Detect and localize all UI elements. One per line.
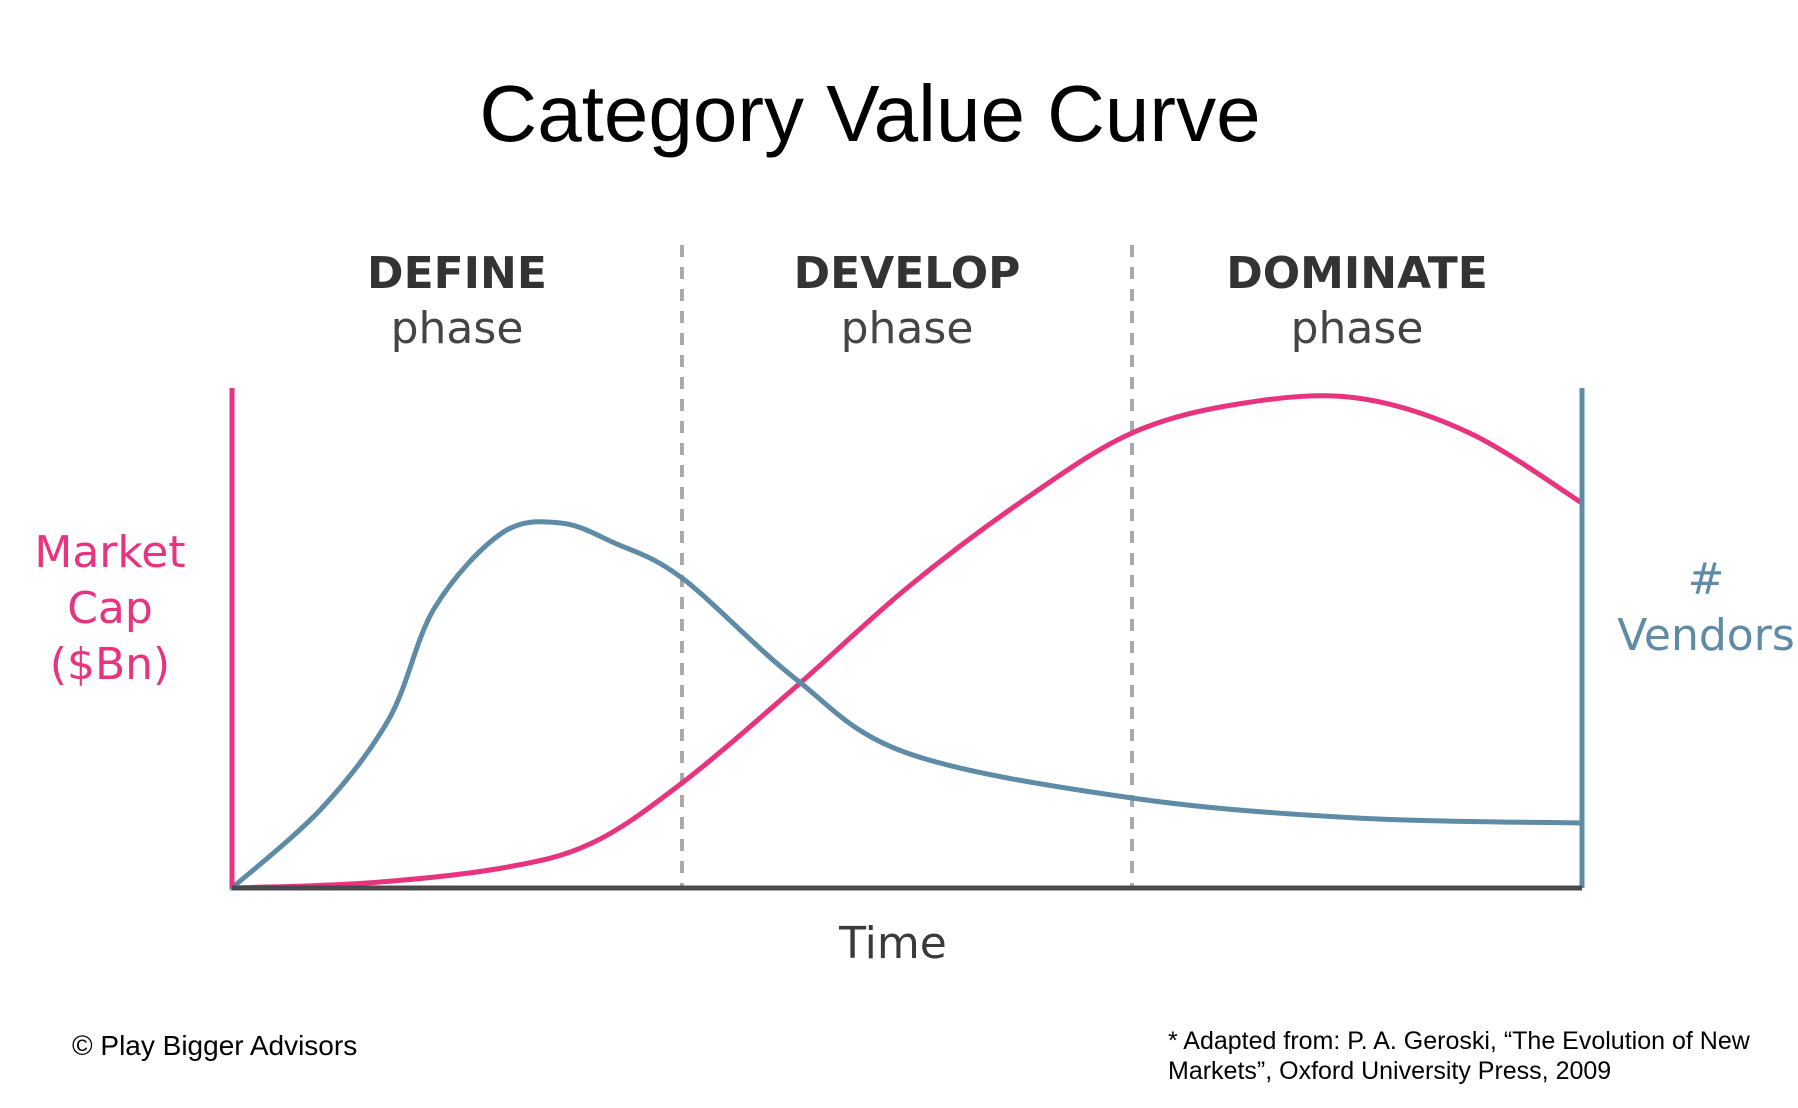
- vendors-series-line: [229, 519, 1585, 891]
- y-axis-label-right-line: #: [1688, 554, 1725, 605]
- y-axis-label-right-line: Vendors: [1617, 610, 1795, 661]
- phase-sublabel: phase: [1291, 303, 1424, 354]
- y-axis-label-right: #Vendors: [1617, 554, 1795, 661]
- phase-label-develop: DEVELOP: [794, 248, 1021, 299]
- series-group: [229, 393, 1585, 891]
- phase-sublabel: phase: [391, 303, 524, 354]
- source-citation: * Adapted from: P. A. Geroski, “The Evol…: [1168, 1027, 1750, 1085]
- chart-title: Category Value Curve: [479, 69, 1261, 158]
- x-axis-label: Time: [838, 918, 947, 969]
- market-cap-series-line: [229, 393, 1585, 891]
- phase-label-define: DEFINE: [367, 248, 547, 299]
- copyright-notice: © Play Bigger Advisors: [72, 1030, 358, 1061]
- y-axis-label-left-line: Cap: [67, 583, 153, 634]
- y-axis-label-left-line: Market: [34, 527, 185, 578]
- phase-sublabel: phase: [841, 303, 974, 354]
- phase-label-dominate: DOMINATE: [1226, 248, 1488, 299]
- y-axis-label-left-line: ($Bn): [50, 639, 170, 690]
